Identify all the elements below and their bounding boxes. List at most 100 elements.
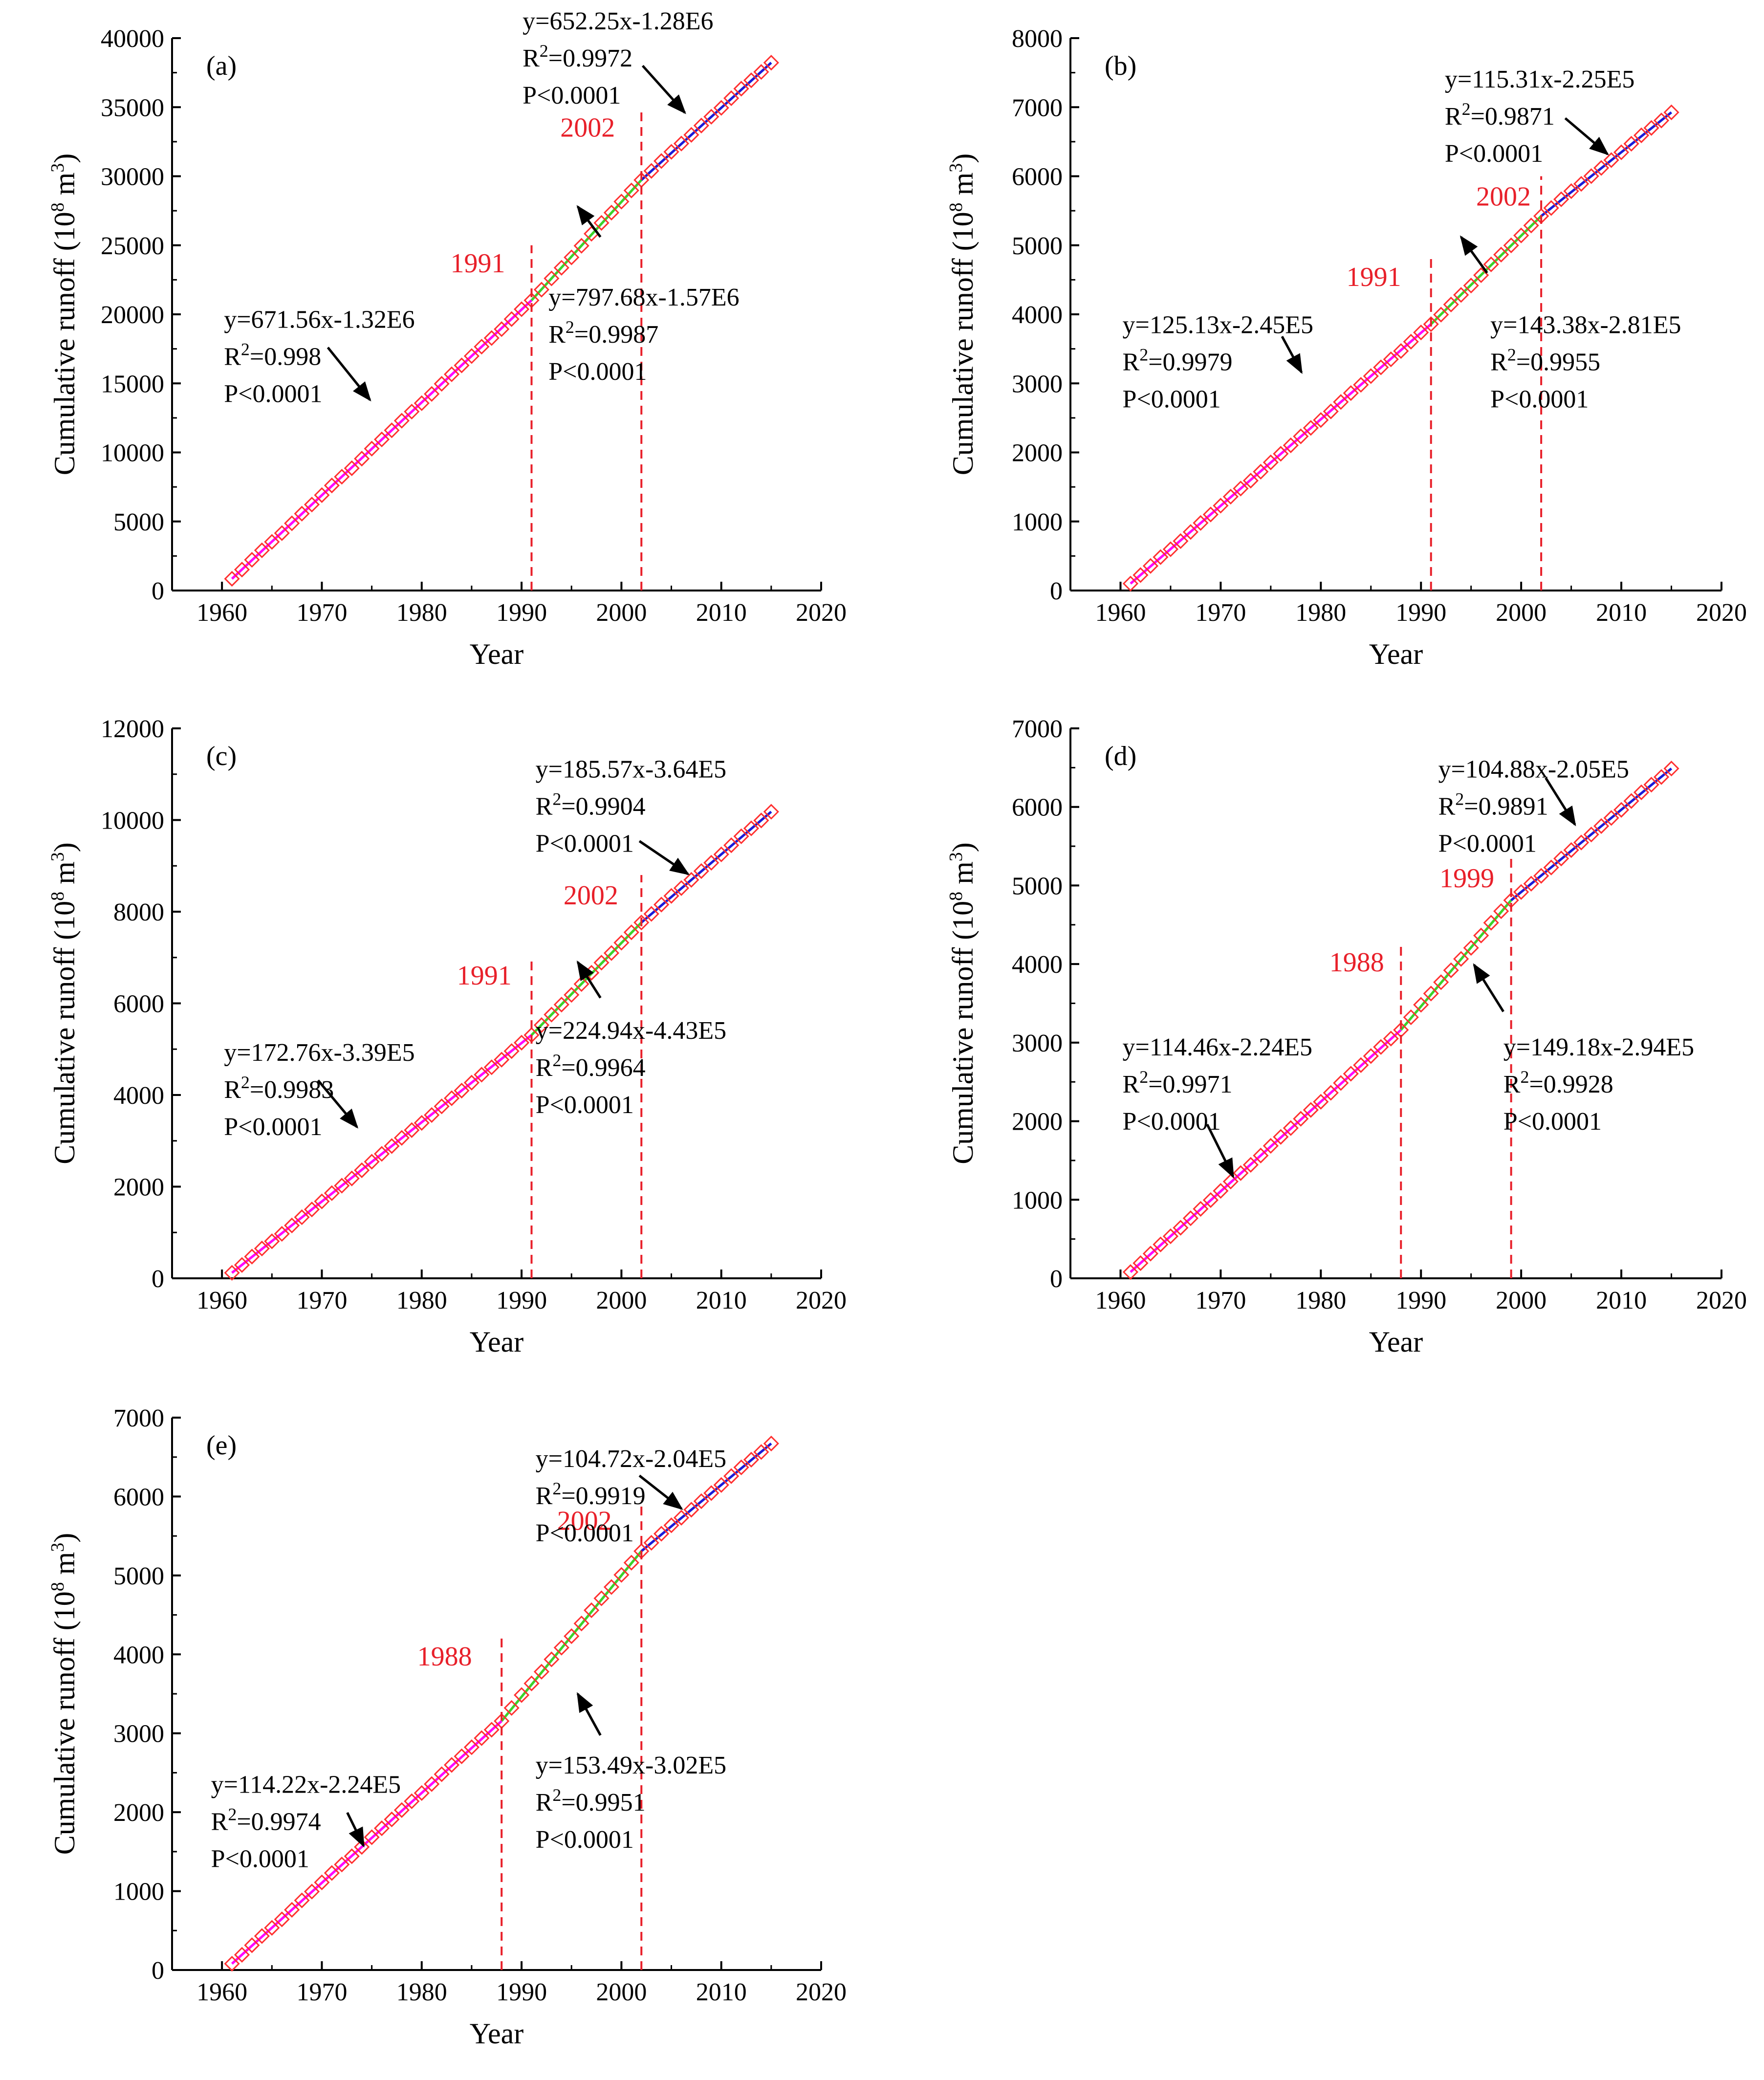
x-tick-label: 1990	[1395, 1287, 1446, 1314]
y-axis-title-main: Cumulative runoff (10	[48, 212, 81, 475]
data-point	[643, 906, 659, 922]
fit-p-value: P<0.0001	[1123, 386, 1221, 414]
x-tick-label: 2010	[696, 1978, 747, 2006]
y-tick-label: 1000	[1012, 1186, 1063, 1214]
fit-annotation-3: y=652.25x-1.28E6 R2=0.9972 P<0.0001	[523, 7, 713, 109]
data-point	[1182, 1210, 1199, 1226]
data-point	[274, 525, 290, 541]
y-axis-title-close: )	[48, 153, 81, 163]
x-axis-title: Year	[470, 638, 524, 670]
data-point	[1453, 951, 1469, 967]
data-point	[1453, 287, 1469, 303]
fit-p-value: P<0.0001	[536, 1091, 634, 1119]
data-point	[1593, 818, 1610, 834]
annotation-arrow	[638, 840, 690, 876]
y-tick-label: 0	[152, 1265, 164, 1293]
breakpoint-label: 2002	[564, 880, 618, 911]
x-tick-label: 2000	[1496, 1287, 1546, 1314]
data-point	[1273, 446, 1289, 462]
r-squared-superscript: 2	[540, 41, 548, 61]
x-tick-label: 1960	[196, 1287, 247, 1314]
r-squared-letter: R	[536, 1482, 553, 1510]
x-tick-label: 2020	[1696, 1287, 1747, 1314]
r-squared-letter: R	[224, 1076, 241, 1104]
data-point	[1283, 1120, 1299, 1136]
data-point	[254, 542, 270, 558]
data-point	[703, 1485, 719, 1501]
data-point	[1423, 985, 1439, 1002]
y-tick-label: 4000	[113, 1641, 164, 1669]
data-point	[1553, 191, 1569, 207]
annotation-arrow	[317, 1079, 359, 1129]
fit-annotation-2: y=153.49x-3.02E5 R2=0.9951 P<0.0001	[536, 1752, 726, 1854]
fit-line-segment-3	[1540, 111, 1673, 217]
data-point	[1303, 1102, 1319, 1118]
data-point	[1533, 868, 1549, 884]
data-point	[723, 90, 740, 107]
fit-annotation-1: y=125.13x-2.45E5 R2=0.9979 P<0.0001	[1123, 311, 1313, 414]
data-point	[1413, 324, 1429, 341]
r-squared-value: =0.9971	[1148, 1071, 1232, 1098]
data-point	[284, 515, 300, 531]
y-tick-label: 30000	[101, 163, 164, 191]
y-tick-label: 8000	[1012, 25, 1063, 53]
panel-label: (b)	[1105, 51, 1136, 81]
y-axis-title-superscript: 8	[946, 892, 966, 901]
data-point	[1263, 454, 1279, 470]
data-point	[443, 1757, 460, 1773]
data-point	[1563, 183, 1579, 199]
data-point	[693, 1493, 709, 1510]
r-squared-value: =0.9979	[1148, 349, 1232, 376]
data-point	[224, 570, 240, 587]
x-tick-label: 2010	[1596, 599, 1647, 627]
data-point	[274, 1911, 290, 1927]
data-point	[1293, 428, 1309, 444]
data-point	[463, 1739, 480, 1755]
data-point	[1373, 359, 1389, 375]
data-point	[623, 182, 639, 198]
data-point	[454, 1748, 470, 1764]
data-point	[673, 1510, 690, 1526]
fit-line-segment-2	[1400, 899, 1512, 1031]
data-point	[264, 1920, 280, 1936]
data-point	[304, 1883, 320, 1900]
data-point	[1403, 333, 1419, 350]
data-point	[384, 1138, 400, 1154]
data-point	[613, 1567, 630, 1583]
data-point	[1303, 420, 1319, 436]
data-point	[703, 854, 719, 871]
x-tick-label: 1990	[1395, 599, 1446, 627]
fit-p-value: P<0.0001	[1445, 140, 1543, 168]
r-squared-superscript: 2	[1455, 789, 1464, 809]
data-point	[324, 1865, 340, 1881]
annotation-arrow	[576, 205, 602, 238]
x-tick-label: 1980	[396, 1978, 447, 2006]
data-point	[344, 460, 360, 476]
data-point	[743, 820, 760, 836]
data-point	[463, 348, 480, 364]
data-point	[623, 924, 639, 941]
data-point	[354, 451, 370, 467]
panel-label: (e)	[206, 1430, 237, 1461]
data-point	[513, 1687, 530, 1703]
data-point	[1363, 368, 1379, 384]
fit-equation: y=671.56x-1.32E6	[224, 306, 414, 333]
y-tick-label: 15000	[101, 370, 164, 398]
data-point	[603, 1579, 620, 1595]
data-point	[454, 357, 470, 373]
x-tick-label: 1960	[1095, 599, 1146, 627]
data-point	[1653, 769, 1670, 785]
data-point	[1503, 237, 1519, 254]
fit-p-value: P<0.0001	[1503, 1108, 1602, 1136]
data-point	[373, 431, 390, 448]
y-tick-label: 25000	[101, 232, 164, 260]
data-point	[763, 804, 779, 820]
data-point	[274, 1226, 290, 1242]
data-point	[1623, 135, 1639, 152]
y-tick-label: 0	[152, 577, 164, 605]
fit-equation: y=797.68x-1.57E6	[548, 284, 739, 311]
r-squared-superscript: 2	[1139, 345, 1148, 365]
fit-line-segment-1	[231, 1034, 533, 1274]
data-point	[284, 1902, 300, 1918]
data-point	[393, 413, 410, 429]
